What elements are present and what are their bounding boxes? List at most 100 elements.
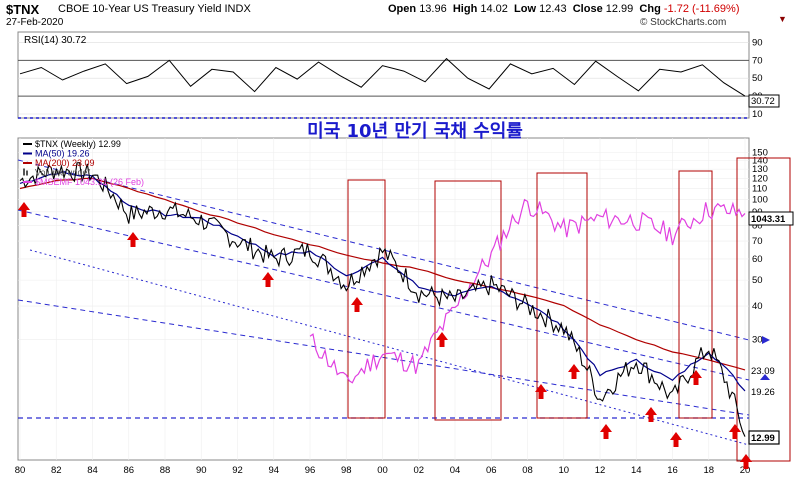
bar-icon xyxy=(26,170,28,176)
x-tick-label: 00 xyxy=(377,465,388,476)
up-arrow-icon xyxy=(436,332,448,347)
x-tick-label: 80 xyxy=(15,465,26,476)
chevron-down-icon[interactable]: ▼ xyxy=(778,14,787,24)
channel-line xyxy=(17,209,750,381)
rsi-value: 30.72 xyxy=(751,96,775,107)
y-tick-label: 50 xyxy=(752,275,763,286)
low-value: 12.43 xyxy=(539,3,567,15)
up-arrow-icon xyxy=(645,407,657,422)
bar-icon xyxy=(23,168,25,176)
up-arrow-icon xyxy=(600,424,612,439)
legend-item-label: $MSEMF 1043.31 (26 Feb) xyxy=(35,177,144,187)
up-arrow-icon xyxy=(690,370,702,385)
chart-header: $TNX CBOE 10-Year US Treasury Yield INDX… xyxy=(0,0,794,30)
up-arrow-icon xyxy=(740,454,752,469)
x-tick-label: 10 xyxy=(558,465,569,476)
x-tick-label: 94 xyxy=(268,465,279,476)
up-arrow-icon xyxy=(568,364,580,379)
y-axis: 15014013012011010090807060504030 xyxy=(752,147,768,345)
chart-date: 27-Feb-2020 xyxy=(6,17,64,28)
y-tick-label: 30 xyxy=(752,334,763,345)
rsi-axis: 9070503010 xyxy=(752,37,763,120)
highlight-box xyxy=(434,180,502,421)
trend-channels xyxy=(17,159,750,446)
high-label: High xyxy=(452,3,478,15)
highlight-box xyxy=(736,157,791,462)
y-tick-label: 100 xyxy=(752,195,768,206)
low-label: Low xyxy=(514,3,537,15)
x-tick-label: 16 xyxy=(667,465,678,476)
x-axis: 80 82 84 86 88 90 92 94 96 98 00 02 04 06 08 10 12 14 16 18… xyxy=(15,465,751,476)
up-arrow-icon xyxy=(535,384,547,399)
x-tick-label: 12 xyxy=(595,465,606,476)
rsi-panel-frame xyxy=(17,31,750,119)
y-tick-label: 70 xyxy=(752,236,763,247)
rsi-tick-label: 10 xyxy=(752,109,763,120)
channel-line xyxy=(29,249,750,446)
up-arrow-icon xyxy=(18,202,30,217)
x-tick-label: 88 xyxy=(160,465,171,476)
legend-item-label: $TNX (Weekly) 12.99 xyxy=(35,139,121,149)
price-series-line xyxy=(19,161,746,437)
x-tick-label: 92 xyxy=(232,465,243,476)
rsi-tick-label: 50 xyxy=(752,73,763,84)
low-markers xyxy=(18,202,770,469)
chg-label: Chg xyxy=(639,3,661,15)
ma200-series-line xyxy=(19,177,746,371)
y-tick-label: 60 xyxy=(752,254,763,265)
y-tick-label: 150 xyxy=(752,147,768,158)
ma50-value: 19.26 xyxy=(751,387,775,398)
chg-value: -1.72 (-11.69%) xyxy=(663,3,740,15)
x-tick-label: 20 xyxy=(740,465,751,476)
high-value: 14.02 xyxy=(480,3,508,15)
open-label: Open xyxy=(388,3,417,15)
x-tick-label: 84 xyxy=(87,465,98,476)
highlight-boxes xyxy=(347,157,791,462)
up-arrow-icon xyxy=(351,297,363,312)
up-arrow-small-icon xyxy=(760,374,770,380)
up-arrow-icon xyxy=(127,232,139,247)
y-tick-label: 140 xyxy=(752,156,768,167)
main-grid xyxy=(18,138,749,460)
rsi-line xyxy=(19,57,746,97)
ma200-value: 23.09 xyxy=(751,366,775,377)
msemf-series-line xyxy=(309,198,746,384)
msemf-value-box xyxy=(748,211,794,226)
rsi-value-box xyxy=(748,94,780,108)
rsi-grid xyxy=(18,42,749,115)
up-arrow-icon xyxy=(729,424,741,439)
highlight-box xyxy=(347,179,386,419)
legend-item-label: MA(200) 23.09 xyxy=(35,158,95,168)
x-tick-label: 82 xyxy=(51,465,62,476)
x-tick-label: 14 xyxy=(631,465,642,476)
x-tick-label: 98 xyxy=(341,465,352,476)
y-tick-label: 110 xyxy=(752,184,767,195)
close-label: Close xyxy=(572,3,603,15)
x-tick-label: 08 xyxy=(522,465,533,476)
y-tick-label: 40 xyxy=(752,301,763,312)
channel-line xyxy=(17,299,750,416)
chart-title: 미국 10년 만기 국채 수익률 xyxy=(307,121,523,142)
x-tick-label: 02 xyxy=(413,465,424,476)
x-tick-label: 18 xyxy=(703,465,714,476)
close-value-box xyxy=(748,430,780,445)
close-value-tag: 12.99 xyxy=(751,433,775,444)
up-arrow-icon xyxy=(262,272,274,287)
x-tick-label: 86 xyxy=(123,465,134,476)
x-tick-label: 06 xyxy=(486,465,497,476)
symbol-description: CBOE 10-Year US Treasury Yield INDX xyxy=(58,3,251,15)
legend-item-label: Volume undef xyxy=(35,168,91,178)
legend-item-label: MA(50) 19.26 xyxy=(35,149,90,159)
x-tick-label: 96 xyxy=(305,465,316,476)
highlight-box xyxy=(536,172,588,419)
up-arrow-icon xyxy=(670,432,682,447)
rsi-tick-label: 90 xyxy=(752,37,763,48)
right-arrow-icon xyxy=(762,336,770,344)
y-tick-label: 120 xyxy=(752,173,768,184)
y-tick-label: 80 xyxy=(752,221,763,232)
watermark: © StockCharts.com xyxy=(640,17,727,28)
symbol-label: $TNX xyxy=(6,2,40,17)
open-value: 13.96 xyxy=(419,3,447,15)
